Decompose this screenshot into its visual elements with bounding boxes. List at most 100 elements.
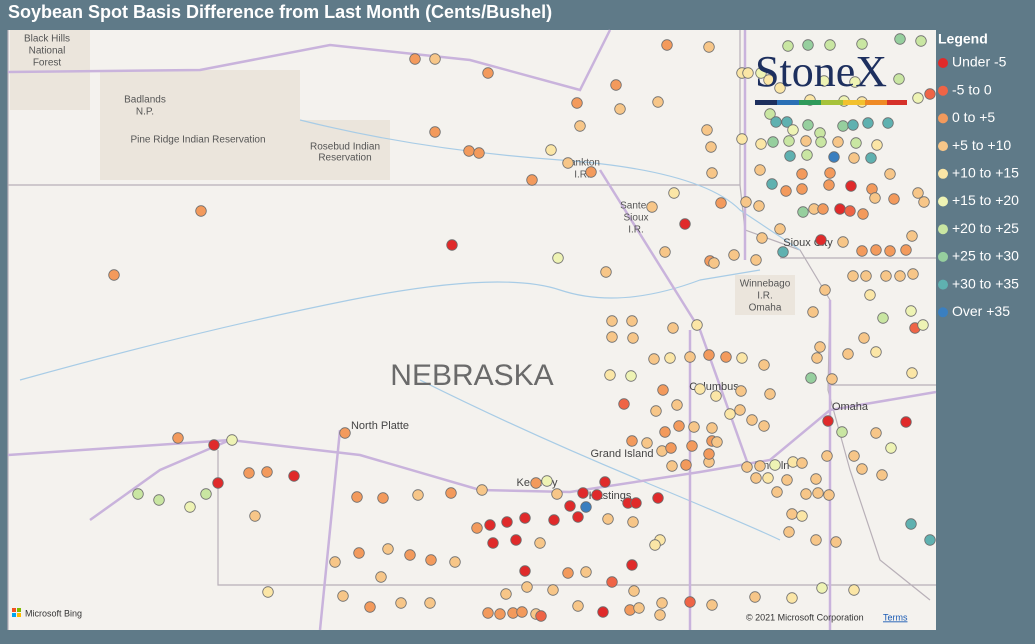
location-marker <box>377 492 389 504</box>
location-marker <box>516 606 528 618</box>
location-marker <box>767 136 779 148</box>
location-marker <box>756 232 768 244</box>
location-marker <box>802 119 814 131</box>
location-marker <box>659 426 671 438</box>
map-label: Reservation <box>318 153 371 164</box>
location-marker <box>659 246 671 258</box>
location-marker <box>172 432 184 444</box>
location-marker <box>701 124 713 136</box>
location-marker <box>534 537 546 549</box>
location-marker <box>473 147 485 159</box>
location-marker <box>826 373 838 385</box>
location-marker <box>671 399 683 411</box>
terms-link[interactable]: Terms <box>883 612 908 622</box>
legend-title: Legend <box>938 31 988 47</box>
legend-label: 0 to +5 <box>952 109 995 125</box>
location-marker <box>877 312 889 324</box>
location-marker <box>810 473 822 485</box>
location-marker <box>541 475 553 487</box>
map-label: Badlands <box>124 95 166 106</box>
map-label: N.P. <box>136 107 154 118</box>
location-marker <box>796 457 808 469</box>
location-marker <box>893 73 905 85</box>
location-marker <box>864 289 876 301</box>
location-marker <box>646 201 658 213</box>
location-marker <box>337 590 349 602</box>
map-label: I.R. <box>757 291 773 302</box>
location-marker <box>487 537 499 549</box>
map: Black Hills National Forest Badlands N.P… <box>7 29 937 631</box>
map-label: Omaha <box>749 303 782 314</box>
location-marker <box>882 117 894 129</box>
location-marker <box>591 489 603 501</box>
location-marker <box>858 332 870 344</box>
legend-swatch <box>938 307 948 318</box>
location-marker <box>585 166 597 178</box>
location-marker <box>823 489 835 501</box>
location-marker <box>626 559 638 571</box>
location-marker <box>754 164 766 176</box>
location-marker <box>471 522 483 534</box>
location-marker <box>888 193 900 205</box>
location-marker <box>351 491 363 503</box>
location-marker <box>445 487 457 499</box>
location-marker <box>482 67 494 79</box>
bing-label: Microsoft Bing <box>25 608 82 618</box>
location-marker <box>262 586 274 598</box>
location-marker <box>857 208 869 220</box>
location-marker <box>734 404 746 416</box>
location-marker <box>425 554 437 566</box>
map-label: Pine Ridge Indian Reservation <box>130 135 265 146</box>
location-marker <box>814 341 826 353</box>
location-marker <box>917 319 929 331</box>
forest-area <box>10 30 90 110</box>
location-marker <box>746 414 758 426</box>
legend-label: Under -5 <box>952 54 1007 70</box>
location-marker <box>572 511 584 523</box>
location-marker <box>740 196 752 208</box>
city-label: Omaha <box>832 401 869 413</box>
location-marker <box>409 53 421 65</box>
location-marker <box>741 461 753 473</box>
location-marker <box>574 120 586 132</box>
location-marker <box>664 352 676 364</box>
location-marker <box>519 565 531 577</box>
location-marker <box>703 349 715 361</box>
location-marker <box>711 436 723 448</box>
location-marker <box>787 124 799 136</box>
location-marker <box>630 497 642 509</box>
legend-label: +30 to +35 <box>952 275 1019 291</box>
location-marker <box>758 420 770 432</box>
location-marker <box>703 448 715 460</box>
location-marker <box>449 556 461 568</box>
location-marker <box>876 469 888 481</box>
location-marker <box>562 567 574 579</box>
legend-label: +10 to +15 <box>952 165 1019 181</box>
location-marker <box>724 408 736 420</box>
map-label: I.R. <box>628 225 644 236</box>
location-marker <box>870 346 882 358</box>
location-marker <box>796 510 808 522</box>
location-marker <box>764 388 776 400</box>
location-marker <box>818 75 830 87</box>
location-marker <box>821 450 833 462</box>
location-marker <box>666 460 678 472</box>
location-marker <box>706 422 718 434</box>
location-marker <box>688 421 700 433</box>
location-marker <box>684 596 696 608</box>
legend-swatch <box>938 224 948 235</box>
location-marker <box>580 501 592 513</box>
location-marker <box>924 534 936 546</box>
location-marker <box>848 450 860 462</box>
city-label: Grand Island <box>591 448 654 460</box>
location-marker <box>530 477 542 489</box>
location-marker <box>815 136 827 148</box>
location-marker <box>856 38 868 50</box>
location-marker <box>755 138 767 150</box>
location-marker <box>606 315 618 327</box>
location-marker <box>816 582 828 594</box>
location-marker <box>551 488 563 500</box>
legend-swatch <box>938 58 948 68</box>
location-marker <box>429 53 441 65</box>
location-marker <box>905 305 917 317</box>
